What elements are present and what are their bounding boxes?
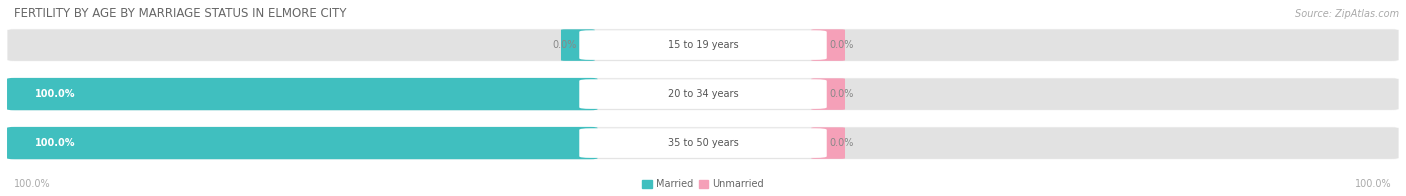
FancyBboxPatch shape [7,127,598,159]
Text: 100.0%: 100.0% [1355,179,1392,189]
Text: 20 to 34 years: 20 to 34 years [668,89,738,99]
FancyBboxPatch shape [561,127,595,159]
FancyBboxPatch shape [561,78,595,110]
Text: Source: ZipAtlas.com: Source: ZipAtlas.com [1295,9,1399,19]
Text: 0.0%: 0.0% [830,40,853,50]
Legend: Married, Unmarried: Married, Unmarried [638,175,768,193]
Text: 100.0%: 100.0% [35,89,76,99]
FancyBboxPatch shape [7,78,1399,110]
Text: 100.0%: 100.0% [35,138,76,148]
FancyBboxPatch shape [811,78,845,110]
FancyBboxPatch shape [579,79,827,109]
FancyBboxPatch shape [579,30,827,60]
Text: 15 to 19 years: 15 to 19 years [668,40,738,50]
FancyBboxPatch shape [7,78,598,110]
FancyBboxPatch shape [7,29,1399,61]
FancyBboxPatch shape [579,128,827,158]
Text: 0.0%: 0.0% [830,89,853,99]
FancyBboxPatch shape [7,127,1399,159]
Text: 35 to 50 years: 35 to 50 years [668,138,738,148]
Text: 0.0%: 0.0% [830,138,853,148]
FancyBboxPatch shape [811,127,845,159]
FancyBboxPatch shape [561,29,595,61]
Text: 0.0%: 0.0% [553,40,576,50]
FancyBboxPatch shape [811,29,845,61]
Text: FERTILITY BY AGE BY MARRIAGE STATUS IN ELMORE CITY: FERTILITY BY AGE BY MARRIAGE STATUS IN E… [14,7,346,20]
Text: 100.0%: 100.0% [14,179,51,189]
